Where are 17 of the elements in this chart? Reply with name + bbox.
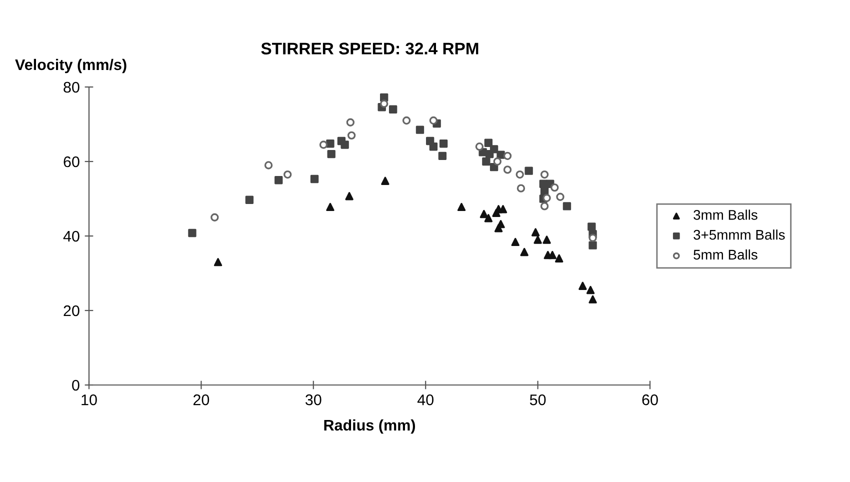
y-tick-label: 80 <box>64 82 80 93</box>
y-tick-label: 40 <box>63 230 80 242</box>
x-tick-label: 20 <box>193 394 210 406</box>
x-axis-title: Radius (mm) <box>324 419 416 434</box>
x-tick-label: 50 <box>530 394 546 406</box>
legend-label: 5mm Balls <box>694 249 758 260</box>
legend-label: 3mm Balls <box>694 210 758 220</box>
chart-title: STIRRER SPEED: 32.4 RPM <box>261 42 478 54</box>
y-axis-title: Velocity (mm/s) <box>15 58 126 74</box>
x-tick-label: 40 <box>417 394 434 406</box>
y-tick-label: 60 <box>64 156 80 168</box>
x-tick-label: 60 <box>642 394 658 406</box>
x-tick-label: 30 <box>305 394 322 406</box>
y-tick-label: 20 <box>64 305 80 316</box>
y-tick-label: 0 <box>72 380 80 391</box>
x-tick-label: 10 <box>82 394 97 406</box>
legend-label: 3+5mmm Balls <box>694 230 785 240</box>
